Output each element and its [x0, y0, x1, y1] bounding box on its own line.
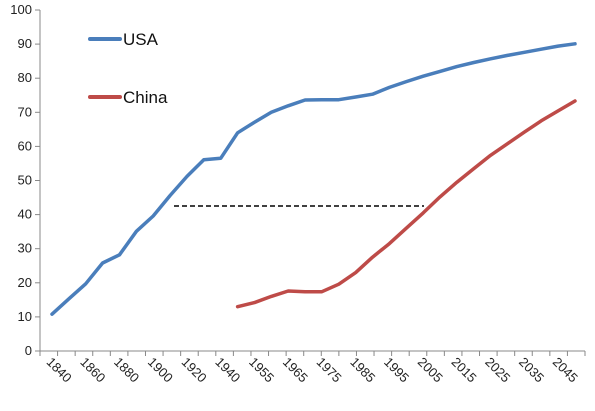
legend-label-usa: USA [123, 30, 159, 49]
x-tick-label: 1985 [347, 354, 378, 385]
x-tick-label: 2005 [415, 354, 446, 385]
y-tick-label: 10 [18, 309, 32, 324]
y-tick-label: 90 [18, 36, 32, 51]
x-tick-label: 2045 [550, 354, 581, 385]
chart-legend: USA China [88, 30, 168, 107]
chart-axes [39, 10, 585, 352]
x-tick-label: 1940 [212, 354, 243, 385]
x-tick-label: 1900 [145, 354, 176, 385]
y-tick-label: 60 [18, 138, 32, 153]
y-tick-label: 40 [18, 207, 32, 222]
x-tick-label: 1920 [179, 354, 210, 385]
x-tick-label: 1995 [381, 354, 412, 385]
y-tick-label: 100 [10, 2, 32, 17]
series-line-usa [50, 42, 577, 316]
chart-series [50, 42, 577, 316]
y-tick-label: 80 [18, 70, 32, 85]
y-tick-label: 0 [25, 343, 32, 358]
y-tick-label: 30 [18, 241, 32, 256]
x-axis-ticks: 1840 1860 1880 1900 1920 1940 1955 1965 1975 1985… [39, 351, 586, 385]
x-tick-label: 2015 [449, 354, 480, 385]
y-tick-label: 50 [18, 173, 32, 188]
x-tick-label: 2025 [482, 354, 513, 385]
y-axis-ticks: 0 10 20 30 40 50 60 70 80 90 100 [10, 2, 40, 358]
y-tick-label: 20 [18, 275, 32, 290]
x-tick-label: 1975 [314, 354, 345, 385]
x-tick-label: 1955 [246, 354, 277, 385]
legend-label-china: China [123, 88, 168, 107]
y-tick-label: 70 [18, 104, 32, 119]
x-tick-label: 1880 [111, 354, 142, 385]
x-tick-label: 1840 [44, 354, 75, 385]
series-line-china [235, 99, 577, 309]
x-tick-label: 1860 [77, 354, 108, 385]
x-tick-label: 1965 [280, 354, 311, 385]
x-tick-label: 2035 [516, 354, 547, 385]
